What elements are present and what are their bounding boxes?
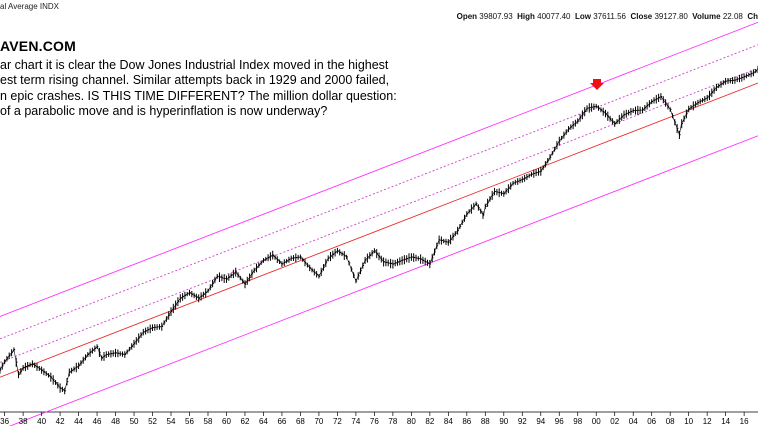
channel-mid-line: [0, 82, 758, 378]
x-tick-label: 54: [167, 417, 176, 426]
ohlc-readout: Open 39807.93 High 40077.40 Low 37611.56…: [457, 12, 758, 21]
x-tick-label: 78: [388, 417, 397, 426]
annotation-line: ar chart it is clear the Dow Jones Indus…: [0, 58, 389, 72]
channel-inner-upper-line: [0, 44, 758, 340]
x-tick-label: 52: [148, 417, 157, 426]
x-tick-label: 02: [610, 417, 619, 426]
x-tick-label: 88: [481, 417, 490, 426]
high-value: 40077.40: [537, 12, 571, 21]
x-tick-label: 92: [518, 417, 527, 426]
x-tick-label: 36: [0, 417, 9, 426]
x-tick-label: 16: [740, 417, 749, 426]
close-value: 39127.80: [654, 12, 688, 21]
x-tick-label: 56: [185, 417, 194, 426]
trend-channel: [0, 21, 758, 426]
x-tick-label: 44: [74, 417, 83, 426]
low-label: Low: [574, 12, 591, 21]
open-value: 39807.93: [479, 12, 513, 21]
x-tick-label: 12: [703, 417, 712, 426]
price-close-line: [0, 69, 758, 392]
x-tick-label: 76: [370, 417, 379, 426]
x-tick-label: 58: [204, 417, 213, 426]
x-tick-label: 74: [351, 417, 360, 426]
x-tick-label: 60: [222, 417, 231, 426]
close-label: Close: [630, 12, 653, 21]
x-tick-label: 42: [56, 417, 65, 426]
volume-value: 22.08: [722, 12, 743, 21]
x-tick-label: 46: [93, 417, 102, 426]
chart-annotation: ar chart it is clear the Dow Jones Indus…: [0, 58, 410, 120]
symbol-title: al Average INDX: [0, 2, 59, 11]
channel-upper-line: [0, 21, 758, 317]
x-tick-label: 82: [425, 417, 434, 426]
x-tick-label: 90: [499, 417, 508, 426]
x-tick-label: 04: [629, 417, 638, 426]
x-tick-label: 96: [555, 417, 564, 426]
volume-label: Volume: [692, 12, 721, 21]
x-tick-label: 70: [314, 417, 323, 426]
brand-watermark: AVEN.COM: [0, 38, 77, 54]
annotation-line: n epic crashes. IS THIS TIME DIFFERENT? …: [0, 88, 397, 103]
channel-inner-line: [0, 67, 758, 363]
price-series: [0, 65, 758, 395]
x-tick-label: 48: [111, 417, 120, 426]
x-tick-label: 72: [333, 417, 342, 426]
x-tick-label: 14: [721, 417, 730, 426]
peak-arrow-icon: [590, 79, 604, 90]
annotation-line: est term rising channel. Similar attempt…: [0, 73, 390, 88]
x-tick-label: 10: [684, 417, 693, 426]
x-axis-ticks: 36 38 40 42 44 46 48 50 52 54 56 58 60 62 64 66 68 70 72 74…: [0, 412, 749, 426]
x-tick-label: 06: [647, 417, 656, 426]
low-value: 37611.56: [593, 12, 626, 21]
annotation-line: of a parabolic move and is hyperinflatio…: [0, 104, 328, 119]
x-tick-label: 00: [592, 417, 601, 426]
open-label: Open: [456, 12, 478, 21]
x-tick-label: 40: [37, 417, 46, 426]
x-tick-label: 94: [536, 417, 545, 426]
x-tick-label: 38: [19, 417, 28, 426]
high-label: High: [517, 12, 535, 21]
change-label: Ch: [747, 12, 758, 21]
x-tick-label: 98: [573, 417, 582, 426]
x-tick-label: 62: [241, 417, 250, 426]
x-tick-label: 68: [296, 417, 305, 426]
x-tick-label: 64: [259, 417, 268, 426]
x-tick-label: 80: [407, 417, 416, 426]
x-tick-label: 66: [277, 417, 286, 426]
channel-lower-line: [8, 135, 758, 426]
x-tick-label: 08: [666, 417, 675, 426]
x-tick-label: 84: [444, 417, 453, 426]
x-tick-label: 50: [130, 417, 139, 426]
x-tick-label: 86: [462, 417, 471, 426]
